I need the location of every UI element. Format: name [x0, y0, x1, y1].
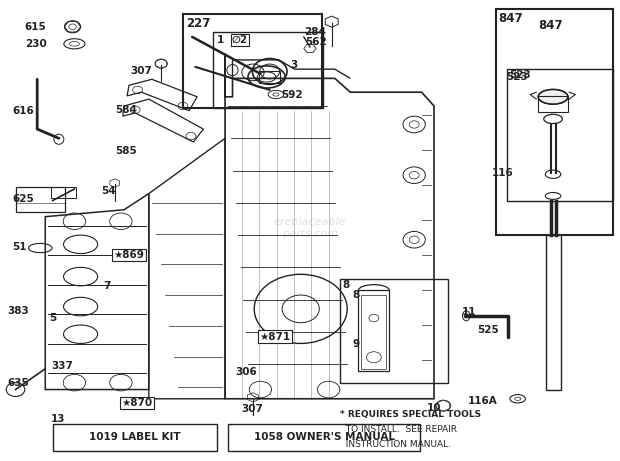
Text: * REQUIRES SPECIAL TOOLS: * REQUIRES SPECIAL TOOLS [340, 410, 481, 420]
Text: 284: 284 [304, 27, 326, 37]
Text: 847: 847 [498, 12, 523, 24]
Text: 116: 116 [492, 168, 513, 178]
Text: 625: 625 [12, 194, 34, 204]
Bar [340, 279, 448, 383]
Text: 1019 LABEL KIT: 1019 LABEL KIT [89, 432, 180, 443]
Text: 383: 383 [7, 306, 29, 316]
Bar [358, 290, 389, 371]
Text: ★870: ★870 [122, 398, 153, 408]
Text: 3: 3 [290, 59, 298, 70]
Text: 11: 11 [462, 307, 476, 317]
Text: 584: 584 [115, 105, 136, 115]
Bar [183, 14, 322, 108]
Text: 523: 523 [510, 70, 531, 80]
Text: 230: 230 [25, 39, 46, 49]
Bar [16, 187, 65, 212]
Text: 5: 5 [50, 313, 57, 323]
Text: 615: 615 [25, 22, 46, 32]
Text: 227: 227 [186, 17, 210, 30]
Bar [259, 71, 280, 83]
Text: 616: 616 [12, 106, 34, 116]
Text: 562: 562 [305, 37, 327, 47]
Text: ★869: ★869 [113, 250, 144, 260]
Ellipse shape [538, 89, 568, 104]
Text: 307: 307 [130, 66, 152, 77]
Bar [538, 96, 568, 112]
Text: 51: 51 [12, 242, 27, 252]
Text: 337: 337 [51, 361, 73, 372]
Bar [361, 295, 386, 369]
Text: ereplaceable
parts.com: ereplaceable parts.com [274, 218, 346, 239]
Bar [53, 424, 217, 451]
Text: ∅2: ∅2 [232, 35, 248, 45]
Text: 523: 523 [506, 72, 528, 82]
Bar [496, 9, 613, 235]
Text: 635: 635 [7, 378, 29, 388]
Text: 7: 7 [104, 281, 111, 291]
Text: 1: 1 [216, 35, 224, 45]
Text: 54: 54 [101, 186, 116, 196]
Text: 116A: 116A [468, 396, 498, 406]
Text: 585: 585 [115, 146, 136, 156]
Bar [51, 187, 76, 198]
Bar [507, 69, 613, 201]
Text: 13: 13 [51, 414, 65, 424]
Text: 847: 847 [538, 19, 563, 32]
Text: 592: 592 [281, 89, 303, 100]
Text: TO INSTALL.  SEE REPAIR: TO INSTALL. SEE REPAIR [340, 425, 457, 434]
Text: 525: 525 [477, 325, 499, 335]
Text: 8: 8 [342, 280, 350, 290]
Text: ★871: ★871 [259, 331, 290, 342]
Bar [213, 32, 323, 108]
Text: INSTRUCTION MANUAL.: INSTRUCTION MANUAL. [340, 440, 451, 449]
Bar [546, 235, 561, 390]
Text: 306: 306 [236, 367, 257, 378]
Text: 1058 OWNER'S MANUAL: 1058 OWNER'S MANUAL [254, 432, 395, 443]
Text: 10: 10 [427, 402, 441, 413]
Text: 8: 8 [352, 290, 360, 300]
Bar [228, 424, 420, 451]
Text: 307: 307 [242, 404, 264, 414]
Text: 9: 9 [352, 339, 359, 349]
